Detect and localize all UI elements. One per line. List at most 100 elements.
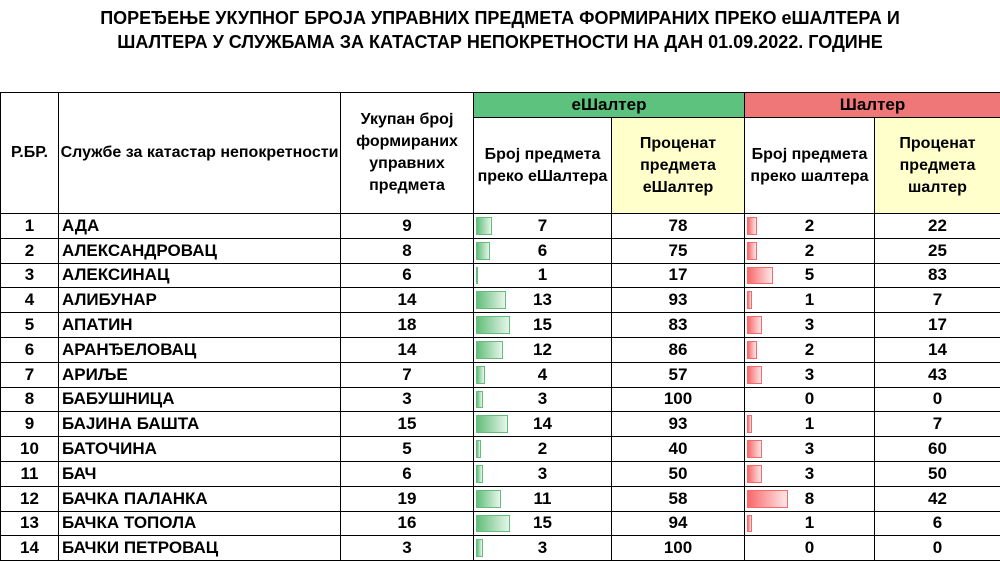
eshalter-count-cell: 1 (473, 262, 612, 289)
title-line-2: ШАЛТЕРА У СЛУЖБАМА ЗА КАТАСТАР НЕПОКРЕТН… (117, 32, 883, 52)
total-count: 3 (340, 386, 474, 413)
shalter-count-cell: 2 (744, 213, 875, 239)
header-e-pct: Проценат предмета еШалтер (611, 117, 745, 214)
total-count: 5 (340, 436, 474, 462)
shalter-count: 0 (804, 389, 815, 409)
office-name: АРИЉЕ (58, 361, 341, 388)
title-line-1: ПОРЕЂЕЊЕ УКУПНОГ БРОЈА УПРАВНИХ ПРЕДМЕТА… (100, 8, 900, 28)
eshalter-count: 3 (537, 538, 548, 558)
office-name: БАЧКА ПАЛАНКА (58, 485, 341, 512)
eshalter-data-bar (476, 390, 483, 409)
shalter-percent: 25 (873, 237, 1000, 264)
eshalter-count: 1 (537, 265, 548, 285)
eshalter-percent: 83 (611, 312, 745, 338)
shalter-data-bar (747, 365, 763, 384)
table-row: 5 АПАТИН 18 15 83 3 17 (0, 312, 1000, 338)
row-number: 14 (0, 535, 59, 562)
eshalter-data-bar (476, 514, 511, 533)
table-row: 7 АРИЉЕ 7 4 57 3 43 (0, 361, 1000, 388)
eshalter-percent: 93 (611, 287, 745, 314)
eshalter-data-bar (476, 340, 504, 359)
header-e-count: Број предмета преко еШалтера (473, 117, 612, 214)
shalter-percent: 42 (873, 485, 1000, 512)
table-row: 3 АЛЕКСИНАЦ 6 1 17 5 83 (0, 262, 1000, 289)
eshalter-data-bar (476, 241, 490, 260)
table-row: 1 АДА 9 7 78 2 22 (0, 213, 1000, 239)
total-count: 15 (340, 411, 474, 438)
eshalter-count: 15 (533, 315, 552, 335)
office-name: БАЧКА ТОПОЛА (58, 510, 341, 537)
eshalter-count: 13 (533, 290, 552, 310)
office-name: АПАТИН (58, 312, 341, 338)
table-row: 8 БАБУШНИЦА 3 3 100 0 0 (0, 386, 1000, 413)
eshalter-data-bar (476, 217, 493, 235)
eshalter-percent: 100 (611, 386, 745, 413)
total-count: 8 (340, 237, 474, 264)
row-number: 13 (0, 510, 59, 537)
shalter-count: 3 (804, 463, 815, 483)
table-row: 13 БАЧКА ТОПОЛА 16 15 94 1 6 (0, 510, 1000, 537)
shalter-percent: 7 (873, 287, 1000, 314)
shalter-data-bar (747, 464, 763, 483)
eshalter-count: 2 (537, 439, 548, 459)
office-name: БАБУШНИЦА (58, 386, 341, 413)
shalter-percent: 43 (873, 361, 1000, 388)
table-row: 11 БАЧ 6 3 50 3 50 (0, 460, 1000, 487)
shalter-count: 2 (804, 339, 815, 359)
office-name: АДА (58, 213, 341, 239)
shalter-count: 8 (804, 488, 815, 508)
eshalter-data-bar (476, 365, 486, 384)
eshalter-percent: 58 (611, 485, 745, 512)
office-name: АЛЕКСАНДРОВАЦ (58, 237, 341, 264)
shalter-data-bar (747, 415, 753, 434)
row-number: 9 (0, 411, 59, 438)
table-body: 1 АДА 9 7 78 2 22 2 АЛЕКСАНДРОВАЦ 8 6 75 2 25 3 АЛЕКСИН… (0, 213, 1000, 562)
eshalter-count-cell: 6 (473, 237, 612, 264)
eshalter-count: 3 (537, 463, 548, 483)
row-number: 1 (0, 213, 59, 239)
shalter-percent: 22 (873, 213, 1000, 239)
office-name: БАЧ (58, 460, 341, 487)
total-count: 14 (340, 287, 474, 314)
eshalter-percent: 57 (611, 361, 745, 388)
shalter-count-cell: 1 (744, 287, 875, 314)
shalter-data-bar (747, 316, 763, 334)
eshalter-count: 15 (533, 513, 552, 533)
eshalter-count-cell: 7 (473, 213, 612, 239)
shalter-data-bar (747, 514, 753, 533)
eshalter-count-cell: 11 (473, 485, 612, 512)
eshalter-percent: 100 (611, 535, 745, 562)
office-name: БАЧКИ ПЕТРОВАЦ (58, 535, 341, 562)
office-name: АЛЕКСИНАЦ (58, 262, 341, 289)
total-count: 18 (340, 312, 474, 338)
header-total: Укупан број формираних управних предмета (340, 92, 474, 214)
eshalter-count: 4 (537, 364, 548, 384)
shalter-count-cell: 1 (744, 510, 875, 537)
shalter-data-bar (747, 291, 753, 310)
shalter-count: 5 (804, 265, 815, 285)
shalter-count-cell: 0 (744, 386, 875, 413)
eshalter-count: 11 (533, 488, 552, 508)
eshalter-count-cell: 3 (473, 460, 612, 487)
office-name: БАТОЧИНА (58, 436, 341, 462)
shalter-count: 2 (804, 215, 815, 235)
shalter-count-cell: 3 (744, 312, 875, 338)
shalter-data-bar (747, 340, 758, 359)
page-title: ПОРЕЂЕЊЕ УКУПНОГ БРОЈА УПРАВНИХ ПРЕДМЕТА… (0, 6, 1000, 54)
eshalter-count: 14 (533, 414, 552, 434)
eshalter-count: 12 (533, 339, 552, 359)
eshalter-count-cell: 13 (473, 287, 612, 314)
eshalter-percent: 75 (611, 237, 745, 264)
shalter-count: 1 (804, 414, 815, 434)
total-count: 6 (340, 262, 474, 289)
eshalter-data-bar (476, 415, 509, 434)
shalter-percent: 6 (873, 510, 1000, 537)
total-count: 9 (340, 213, 474, 239)
row-number: 8 (0, 386, 59, 413)
shalter-percent: 17 (873, 312, 1000, 338)
eshalter-percent: 78 (611, 213, 745, 239)
header-group-shalter: Шалтер (743, 92, 1000, 118)
eshalter-data-bar (476, 266, 479, 285)
eshalter-count-cell: 4 (473, 361, 612, 388)
eshalter-data-bar (476, 489, 502, 508)
